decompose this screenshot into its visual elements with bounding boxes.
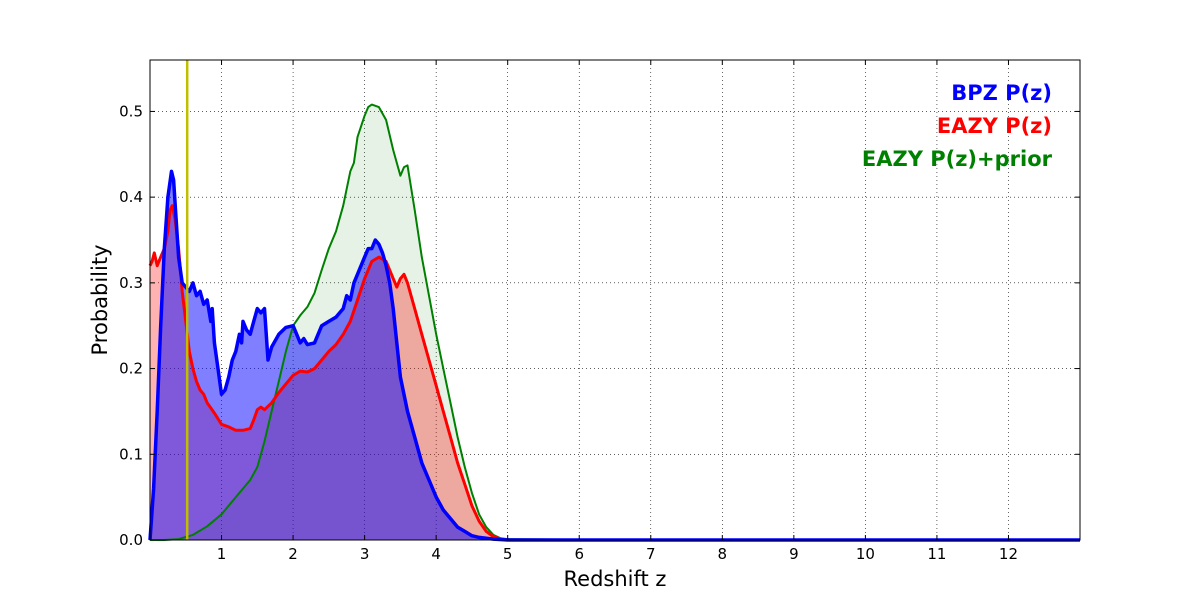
y-tick-label: 0.2 [119,360,143,378]
x-tick-label: 9 [789,545,799,563]
x-tick-label: 10 [856,545,875,563]
series-line-bpz-p-z [148,169,1080,542]
series-lines [148,103,1081,542]
series-fill-bpz-p-z [150,171,1080,540]
x-tick-label: 8 [718,545,728,563]
y-tick-label: 0.3 [119,274,143,292]
legend: BPZ P(z) EAZY P(z) EAZY P(z)+prior [862,81,1053,171]
x-tick-label: 3 [360,545,370,563]
x-tick-label: 7 [646,545,656,563]
axis-ticks: 1 2 3 4 5 6 7 8 9 10 11 120.00.10.20.30.40.5 [119,60,1080,563]
x-tick-label: 4 [431,545,441,563]
series-fills [150,104,1080,540]
x-tick-label: 12 [999,545,1018,563]
legend-label-bpz: BPZ P(z) [951,81,1052,105]
x-tick-label: 1 [217,545,227,563]
y-axis-title: Probability [88,244,112,355]
x-tick-label: 6 [574,545,584,563]
x-tick-label: 11 [927,545,946,563]
x-tick-label: 2 [288,545,298,563]
x-tick-label: 5 [503,545,513,563]
series-line-eazy-p-z-prior [150,103,1081,541]
grid [150,60,1080,540]
y-tick-label: 0.1 [119,445,143,463]
x-axis-title: Redshift z [564,567,667,591]
legend-label-eazy: EAZY P(z) [937,114,1052,138]
y-tick-label: 0.0 [119,531,143,549]
legend-label-eazy-prior: EAZY P(z)+prior [862,147,1053,171]
y-tick-label: 0.5 [119,102,143,120]
plot-frame [149,59,1081,541]
y-tick-label: 0.4 [119,188,143,206]
